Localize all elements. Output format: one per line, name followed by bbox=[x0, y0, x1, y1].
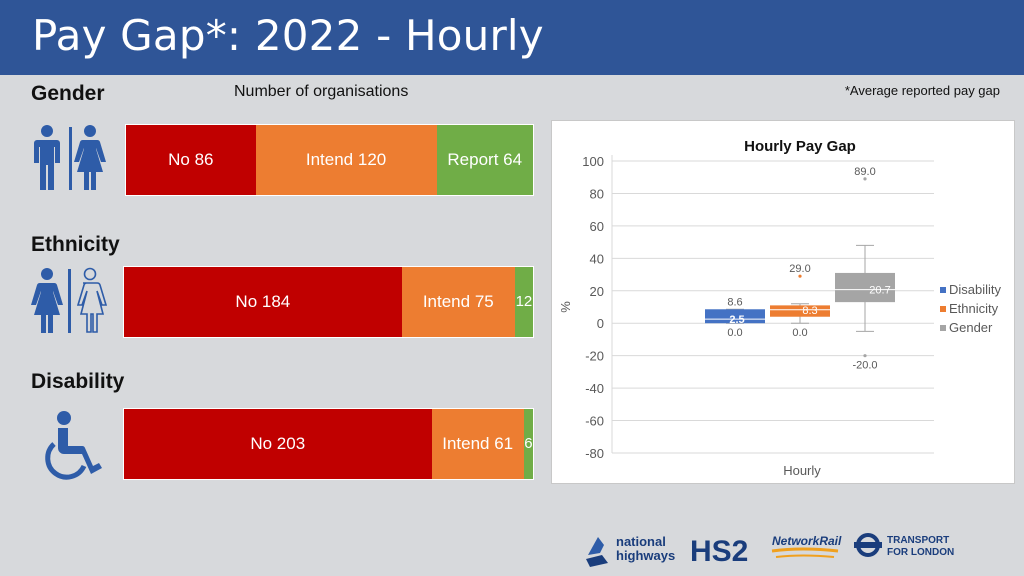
header-bar: Pay Gap*: 2022 - Hourly bbox=[0, 0, 1024, 75]
y-tick-label: -40 bbox=[585, 381, 604, 396]
disability-segment-report: 6 bbox=[523, 409, 533, 479]
section-title-disability: Disability bbox=[31, 370, 125, 393]
disability-box bbox=[705, 309, 765, 324]
logo-national: national bbox=[616, 534, 666, 549]
pay-gap-chart: Hourly Pay Gap 100 80 60 40 20 0 -20 -40 -60 -80% H… bbox=[551, 120, 1015, 484]
ethnicity-bar: No 184 Intend 75 12 bbox=[123, 266, 534, 338]
section-title-gender: Gender bbox=[31, 82, 105, 105]
x-axis-label: Hourly bbox=[783, 463, 821, 478]
partner-logos: national highways HS2 NetworkRail TRANSP… bbox=[580, 527, 1020, 571]
network-rail-logo: NetworkRail bbox=[771, 534, 842, 558]
disability-min-label: 0.0 bbox=[727, 327, 742, 339]
gender-median-label: 20.7 bbox=[869, 285, 890, 297]
gender-outlier-point bbox=[863, 354, 867, 358]
disability-bar: No 203 Intend 61 6 bbox=[123, 408, 534, 480]
ethnicity-segment-intend: Intend 75 bbox=[401, 267, 515, 337]
ethnicity-segment-report: 12 bbox=[514, 267, 533, 337]
pay-gap-chart-svg: Hourly Pay Gap 100 80 60 40 20 0 -20 -40 -60 -80% H… bbox=[558, 138, 1002, 478]
gender-outlier-low-label: -20.0 bbox=[852, 360, 877, 372]
ethnicity-outlier-point bbox=[798, 274, 802, 278]
legend-swatch-disability bbox=[940, 287, 946, 293]
ethnicity-box bbox=[770, 305, 830, 317]
national-highways-logo: national highways bbox=[586, 534, 675, 567]
logo-highways: highways bbox=[616, 548, 675, 563]
ethnicity-outlier-label: 29.0 bbox=[789, 263, 810, 275]
ethnicity-segment-no: No 184 bbox=[124, 267, 402, 337]
gender-outlier-high-label: 89.0 bbox=[854, 166, 875, 178]
gender-bar: No 86 Intend 120 Report 64 bbox=[125, 124, 534, 196]
footnote: *Average reported pay gap bbox=[844, 83, 1000, 98]
bars-subtitle: Number of organisations bbox=[234, 83, 409, 100]
legend-label-gender: Gender bbox=[949, 320, 993, 335]
disability-max-label: 8.6 bbox=[727, 296, 742, 308]
ethnicity-median-label: 8.3 bbox=[802, 305, 817, 317]
disability-segment-intend: Intend 61 bbox=[431, 409, 524, 479]
y-tick-label: -20 bbox=[585, 349, 604, 364]
section-title-ethnicity: Ethnicity bbox=[31, 233, 120, 256]
y-tick-label: -60 bbox=[585, 414, 604, 429]
y-tick-label: 60 bbox=[590, 219, 604, 234]
gender-segment-no: No 86 bbox=[126, 125, 256, 195]
legend-label-disability: Disability bbox=[949, 282, 1002, 297]
logo-networkrail: NetworkRail bbox=[772, 534, 842, 548]
male-female-restroom-icon bbox=[30, 124, 110, 197]
disability-median-label: 2.5 bbox=[729, 314, 744, 326]
two-women-icon bbox=[30, 266, 110, 341]
y-tick-label: -80 bbox=[585, 446, 604, 461]
y-tick-label: 80 bbox=[590, 186, 604, 201]
logo-tfl-line1: TRANSPORT bbox=[887, 535, 949, 546]
logo-hs2: HS2 bbox=[690, 535, 748, 568]
y-tick-label: 20 bbox=[590, 284, 604, 299]
y-tick-label: 40 bbox=[590, 251, 604, 266]
y-tick-label: 0 bbox=[597, 316, 604, 331]
tfl-roundel-logo: TRANSPORT FOR LONDON bbox=[854, 533, 954, 558]
legend-swatch-gender bbox=[940, 325, 946, 331]
wheelchair-icon bbox=[44, 410, 108, 487]
gender-outlier-point bbox=[863, 177, 867, 181]
gender-box bbox=[835, 272, 895, 303]
logo-tfl-line2: FOR LONDON bbox=[887, 547, 954, 558]
gender-segment-intend: Intend 120 bbox=[255, 125, 437, 195]
y-axis-label: % bbox=[558, 301, 573, 313]
gender-segment-report: Report 64 bbox=[436, 125, 533, 195]
page-title: Pay Gap*: 2022 - Hourly bbox=[32, 11, 544, 60]
disability-segment-no: No 203 bbox=[124, 409, 432, 479]
ethnicity-min-label: 0.0 bbox=[792, 327, 807, 339]
legend-label-ethnicity: Ethnicity bbox=[949, 301, 999, 316]
y-tick-label: 100 bbox=[582, 154, 604, 169]
legend-swatch-ethnicity bbox=[940, 306, 946, 312]
chart-title: Hourly Pay Gap bbox=[744, 138, 856, 155]
